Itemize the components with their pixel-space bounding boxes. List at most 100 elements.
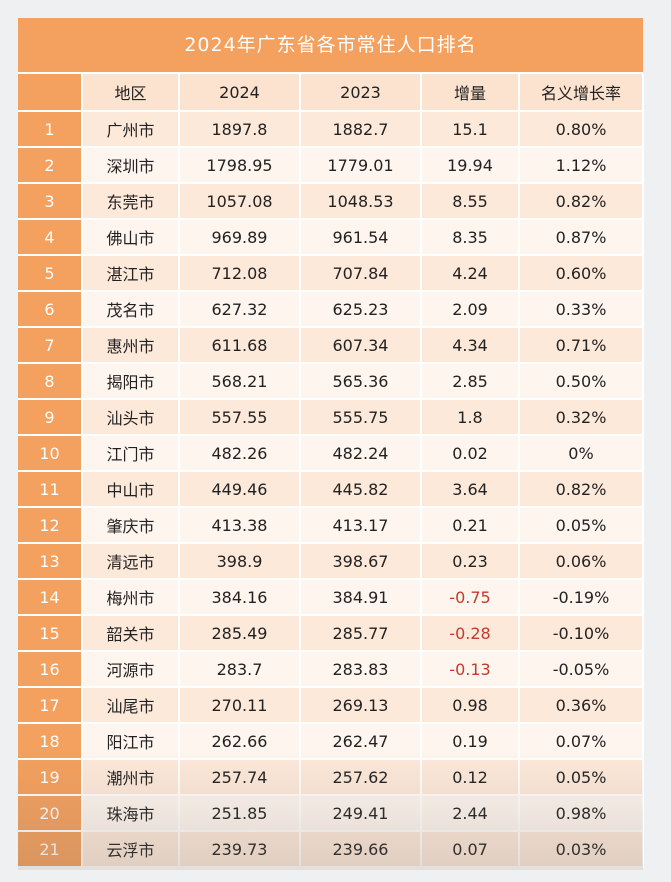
city-cell: 潮州市	[82, 759, 180, 796]
table-row: 12 肇庆市 413.38 413.17 0.21 0.05%	[18, 507, 644, 544]
header-row: 地区 2024 2023 增量 名义增长率	[18, 74, 644, 112]
increment-cell: 8.35	[421, 219, 520, 256]
increment-cell: 4.24	[421, 255, 520, 292]
population-2023-cell: 384.91	[300, 579, 422, 616]
population-2023-cell: 555.75	[300, 399, 422, 436]
increment-cell: 0.21	[421, 507, 520, 544]
population-2023-cell: 1048.53	[300, 183, 422, 220]
city-cell: 清远市	[82, 543, 180, 580]
increment-cell: 1.8	[421, 399, 520, 436]
population-2024-cell: 262.66	[179, 723, 301, 760]
growth-rate-cell: 0.71%	[519, 327, 644, 364]
city-cell: 东莞市	[82, 183, 180, 220]
increment-cell: -0.28	[421, 615, 520, 652]
city-cell: 广州市	[82, 111, 180, 148]
growth-rate-cell: -0.05%	[519, 651, 644, 688]
header-2024: 2024	[179, 74, 301, 112]
population-2023-cell: 482.24	[300, 435, 422, 472]
population-2023-cell: 625.23	[300, 291, 422, 328]
table-row: 4 佛山市 969.89 961.54 8.35 0.87%	[18, 219, 644, 256]
population-2023-cell: 961.54	[300, 219, 422, 256]
growth-rate-cell: 0.50%	[519, 363, 644, 400]
table-row: 15 韶关市 285.49 285.77 -0.28 -0.10%	[18, 615, 644, 652]
population-2023-cell: 398.67	[300, 543, 422, 580]
population-2023-cell: 413.17	[300, 507, 422, 544]
population-2023-cell: 239.66	[300, 831, 422, 868]
population-2024-cell: 1897.8	[179, 111, 301, 148]
table-row: 1 广州市 1897.8 1882.7 15.1 0.80%	[18, 111, 644, 148]
increment-cell: 19.94	[421, 147, 520, 184]
table-row: 20 珠海市 251.85 249.41 2.44 0.98%	[18, 795, 644, 832]
population-2024-cell: 270.11	[179, 687, 301, 724]
growth-rate-cell: 0.05%	[519, 759, 644, 796]
rank-cell: 5	[18, 255, 83, 292]
city-cell: 肇庆市	[82, 507, 180, 544]
population-table: 地区 2024 2023 增量 名义增长率 1 广州市 1897.8 1882.7 15…	[18, 74, 644, 868]
population-2024-cell: 283.7	[179, 651, 301, 688]
table-row: 8 揭阳市 568.21 565.36 2.85 0.50%	[18, 363, 644, 400]
rank-cell: 13	[18, 543, 83, 580]
table-row: 13 清远市 398.9 398.67 0.23 0.06%	[18, 543, 644, 580]
population-2023-cell: 707.84	[300, 255, 422, 292]
city-cell: 珠海市	[82, 795, 180, 832]
population-2024-cell: 384.16	[179, 579, 301, 616]
city-cell: 中山市	[82, 471, 180, 508]
rank-cell: 12	[18, 507, 83, 544]
city-cell: 汕头市	[82, 399, 180, 436]
table-row: 2 深圳市 1798.95 1779.01 19.94 1.12%	[18, 147, 644, 184]
increment-cell: 0.02	[421, 435, 520, 472]
rank-cell: 3	[18, 183, 83, 220]
table-row: 7 惠州市 611.68 607.34 4.34 0.71%	[18, 327, 644, 364]
growth-rate-cell: 0.06%	[519, 543, 644, 580]
population-2023-cell: 1882.7	[300, 111, 422, 148]
increment-cell: 3.64	[421, 471, 520, 508]
header-region: 地区	[82, 74, 180, 112]
table-row: 18 阳江市 262.66 262.47 0.19 0.07%	[18, 723, 644, 760]
table-row: 10 江门市 482.26 482.24 0.02 0%	[18, 435, 644, 472]
growth-rate-cell: 0.36%	[519, 687, 644, 724]
city-cell: 茂名市	[82, 291, 180, 328]
growth-rate-cell: 1.12%	[519, 147, 644, 184]
city-cell: 揭阳市	[82, 363, 180, 400]
increment-cell: 0.12	[421, 759, 520, 796]
table-row: 16 河源市 283.7 283.83 -0.13 -0.05%	[18, 651, 644, 688]
rank-cell: 10	[18, 435, 83, 472]
rank-cell: 18	[18, 723, 83, 760]
population-2024-cell: 285.49	[179, 615, 301, 652]
growth-rate-cell: 0.98%	[519, 795, 644, 832]
increment-cell: 0.23	[421, 543, 520, 580]
increment-cell: 2.85	[421, 363, 520, 400]
population-2023-cell: 249.41	[300, 795, 422, 832]
header-growth-rate: 名义增长率	[519, 74, 644, 112]
city-cell: 韶关市	[82, 615, 180, 652]
city-cell: 云浮市	[82, 831, 180, 868]
population-2024-cell: 251.85	[179, 795, 301, 832]
growth-rate-cell: 0.07%	[519, 723, 644, 760]
growth-rate-cell: -0.10%	[519, 615, 644, 652]
rank-cell: 21	[18, 831, 83, 868]
growth-rate-cell: 0.60%	[519, 255, 644, 292]
population-2024-cell: 557.55	[179, 399, 301, 436]
population-2024-cell: 1798.95	[179, 147, 301, 184]
population-2024-cell: 969.89	[179, 219, 301, 256]
table-row: 6 茂名市 627.32 625.23 2.09 0.33%	[18, 291, 644, 328]
population-2024-cell: 712.08	[179, 255, 301, 292]
table-row: 9 汕头市 557.55 555.75 1.8 0.32%	[18, 399, 644, 436]
population-2024-cell: 482.26	[179, 435, 301, 472]
population-2024-cell: 449.46	[179, 471, 301, 508]
rank-cell: 16	[18, 651, 83, 688]
table-row: 3 东莞市 1057.08 1048.53 8.55 0.82%	[18, 183, 644, 220]
header-2023: 2023	[300, 74, 422, 112]
population-2023-cell: 269.13	[300, 687, 422, 724]
increment-cell: 0.07	[421, 831, 520, 868]
growth-rate-cell: -0.19%	[519, 579, 644, 616]
table-row: 11 中山市 449.46 445.82 3.64 0.82%	[18, 471, 644, 508]
table-row: 17 汕尾市 270.11 269.13 0.98 0.36%	[18, 687, 644, 724]
population-2023-cell: 283.83	[300, 651, 422, 688]
rank-cell: 11	[18, 471, 83, 508]
increment-cell: 2.09	[421, 291, 520, 328]
growth-rate-cell: 0.87%	[519, 219, 644, 256]
population-2024-cell: 398.9	[179, 543, 301, 580]
increment-cell: 0.98	[421, 687, 520, 724]
city-cell: 汕尾市	[82, 687, 180, 724]
